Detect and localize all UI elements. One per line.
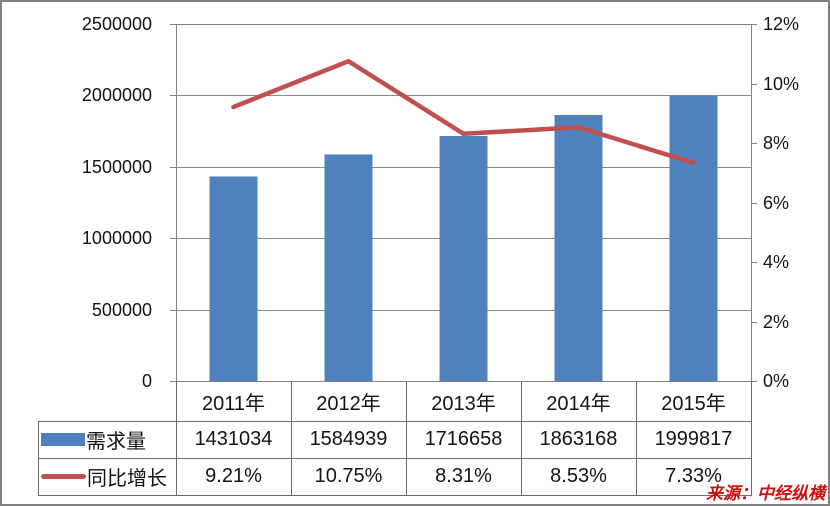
- left-axis-tick-label: 500000: [91, 300, 152, 320]
- demand-value-2014: 1863168: [539, 428, 618, 450]
- right-axis-ticks: [751, 24, 757, 382]
- bar-2012年: [324, 154, 373, 381]
- right-axis-tick-label: 4%: [763, 252, 790, 272]
- left-axis-tick-label: 1500000: [81, 157, 152, 177]
- left-axis-tick-label: 0: [141, 371, 152, 391]
- bar-2015年: [669, 95, 718, 382]
- left-axis-tick-label: 1000000: [81, 228, 152, 248]
- category-label-2015: 2015年: [661, 392, 726, 415]
- left-axis-tick-label: 2500000: [81, 14, 152, 34]
- right-axis-tick-label: 12%: [763, 14, 800, 34]
- right-axis-tick-label: 6%: [763, 193, 790, 213]
- left-axis-ticks: [170, 24, 176, 382]
- bar-series: [209, 95, 718, 382]
- growth-value-2014: 8.53%: [550, 465, 607, 487]
- growth-value-2012: 10.75%: [314, 465, 383, 487]
- bar-2013年: [439, 135, 488, 381]
- line-series-swatch-icon: [41, 474, 86, 479]
- growth-value-2011: 9.21%: [205, 465, 262, 487]
- demand-value-2013: 1716658: [424, 428, 503, 450]
- demand-value-2011: 1431034: [194, 428, 273, 450]
- category-label-2011: 2011年: [201, 392, 265, 415]
- demand-value-2012: 1584939: [309, 428, 388, 450]
- growth-value-2013: 8.31%: [435, 465, 492, 487]
- category-label-2014: 2014年: [546, 392, 611, 415]
- table-grid-lines: [38, 381, 752, 496]
- left-axis-tick-label: 2000000: [81, 85, 152, 105]
- right-axis-tick-label: 0%: [763, 371, 790, 391]
- source-note: 来源：中经纵横: [706, 484, 825, 503]
- legend-item-growth: 同比增长: [38, 458, 176, 495]
- legend-demand-label: 需求量: [86, 431, 146, 453]
- table-corner-blank: [38, 381, 176, 421]
- demand-value-2015: 1999817: [654, 428, 733, 450]
- category-label-2013: 2013年: [431, 392, 496, 415]
- legend-growth-label: 同比增长: [87, 468, 167, 490]
- growth-value-2015: 7.33%: [665, 465, 722, 487]
- legend-item-demand: 需求量: [38, 421, 176, 458]
- right-axis-tick-label: 10%: [763, 74, 800, 94]
- growth-line-series: [231, 58, 696, 166]
- bar-2011年: [209, 176, 258, 381]
- bar-2014年: [554, 114, 603, 382]
- bar-series-swatch-icon: [41, 433, 85, 446]
- right-axis-tick-label: 2%: [763, 312, 790, 332]
- chart-data-table: 2011年 2012年 2013年 2014年 2015年 需求量 143103…: [38, 381, 751, 495]
- right-axis-tick-label: 8%: [763, 133, 790, 153]
- category-label-2012: 2012年: [316, 392, 381, 415]
